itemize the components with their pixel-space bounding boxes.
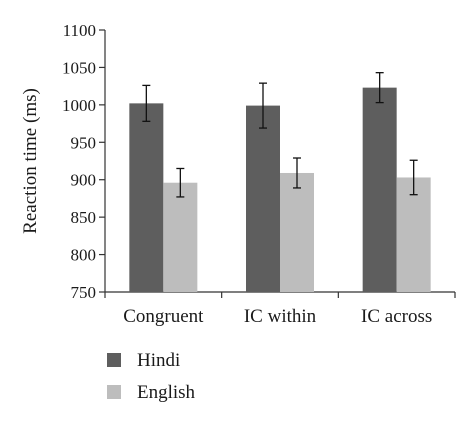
- legend-label-hindi: Hindi: [137, 350, 180, 371]
- bar-hindi: [362, 87, 397, 292]
- legend-swatch-english: [107, 385, 121, 399]
- y-tick-label: 950: [71, 133, 97, 152]
- legend-swatch-hindi: [107, 353, 121, 367]
- y-tick-label: 1100: [63, 21, 96, 40]
- bar-hindi: [129, 103, 164, 292]
- x-category-label: IC within: [244, 306, 317, 327]
- bar-hindi: [246, 105, 280, 292]
- y-tick-label: 900: [71, 171, 97, 190]
- bar-english: [163, 182, 198, 292]
- x-category-label: IC across: [361, 306, 432, 327]
- legend: Hindi English: [107, 350, 196, 403]
- bar-english: [396, 177, 431, 292]
- y-tick-label: 1000: [62, 96, 96, 115]
- legend-label-english: English: [137, 382, 196, 403]
- bars-group: [129, 87, 431, 292]
- y-tick-label: 800: [71, 246, 97, 265]
- y-tick-label: 850: [71, 208, 97, 227]
- error-bars-group: [142, 72, 418, 198]
- y-axis-title: Reaction time (ms): [20, 88, 41, 234]
- x-category-label: Congruent: [123, 306, 204, 327]
- y-tick-label: 1050: [62, 58, 96, 77]
- y-tick-label: 750: [71, 283, 97, 302]
- y-axis: 750 800 850 900 950 1000 1050 1100: [62, 21, 106, 302]
- x-axis: Congruent IC within IC across: [104, 291, 456, 327]
- bar-english: [280, 172, 314, 292]
